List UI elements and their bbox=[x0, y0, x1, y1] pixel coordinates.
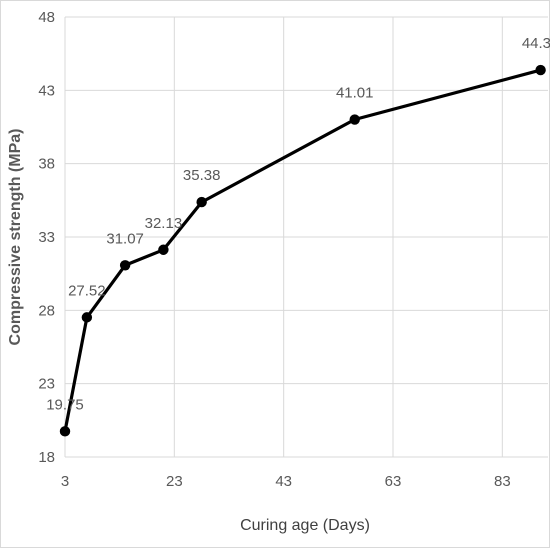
x-axis-title: Curing age (Days) bbox=[240, 517, 370, 534]
x-axis-tick-labels: 3 23 43 63 83 bbox=[61, 473, 511, 490]
data-label: 27.52 bbox=[68, 282, 106, 299]
x-tick-label: 83 bbox=[494, 473, 511, 490]
data-point bbox=[59, 426, 71, 437]
y-axis-title: Compressive strength (MPa) bbox=[7, 129, 24, 346]
y-tick-label: 38 bbox=[38, 156, 55, 173]
y-tick-label: 18 bbox=[38, 449, 55, 466]
data-point bbox=[535, 64, 546, 76]
data-point bbox=[196, 196, 207, 208]
data-label: 35.38 bbox=[183, 167, 221, 184]
data-label: 32.13 bbox=[145, 215, 183, 232]
series-line bbox=[63, 68, 542, 432]
data-point bbox=[158, 244, 169, 255]
y-tick-label: 23 bbox=[38, 376, 55, 393]
x-tick-label: 43 bbox=[275, 473, 292, 490]
y-axis-tick-labels: 18 23 28 33 38 43 48 bbox=[38, 9, 55, 466]
data-points bbox=[59, 64, 546, 437]
x-tick-label: 23 bbox=[166, 473, 183, 490]
y-tick-label: 43 bbox=[38, 82, 55, 99]
data-point bbox=[119, 260, 131, 271]
data-label: 31.07 bbox=[106, 230, 144, 247]
x-tick-label: 63 bbox=[385, 473, 402, 490]
y-tick-label: 28 bbox=[38, 302, 55, 319]
y-tick-label: 48 bbox=[38, 9, 55, 26]
data-point bbox=[81, 312, 93, 323]
x-tick-label: 3 bbox=[61, 473, 69, 490]
data-label: 19.75 bbox=[46, 396, 84, 413]
data-label: 44.38 bbox=[522, 35, 550, 52]
data-point bbox=[349, 114, 360, 125]
data-label: 41.01 bbox=[336, 85, 374, 102]
y-tick-label: 33 bbox=[38, 229, 55, 246]
